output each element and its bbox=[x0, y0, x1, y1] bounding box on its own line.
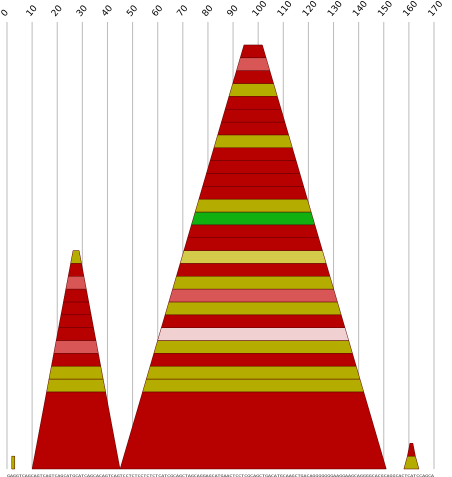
peak-2-band-7 bbox=[58, 314, 94, 328]
peak-3-band-23 bbox=[221, 108, 286, 123]
peak-3-band-18 bbox=[202, 173, 304, 187]
x-axis-tick-labels: 0 10 20 30 40 50 60 70 80 90 100 110 120 130 140 150 160… bbox=[0, 0, 446, 19]
peak-3-band-9 bbox=[168, 288, 338, 303]
peak-4 bbox=[403, 443, 420, 470]
peak-2-band-10 bbox=[65, 276, 87, 290]
peak-3-band-17 bbox=[198, 186, 308, 200]
peak-3-band-11 bbox=[176, 263, 331, 277]
peak-3 bbox=[119, 44, 387, 470]
peak-2-band-1 bbox=[31, 391, 121, 470]
peak-1-band-1 bbox=[11, 455, 16, 470]
peak-3-band-20 bbox=[209, 147, 297, 161]
peak-3-band-8 bbox=[164, 301, 342, 316]
peak-2-band-4 bbox=[51, 353, 102, 367]
tick-label-160: 160 bbox=[402, 0, 421, 19]
tick-label-0: 0 bbox=[0, 8, 11, 19]
peaks bbox=[11, 44, 420, 470]
peak-3-band-16 bbox=[194, 198, 312, 213]
peak-4-band-2 bbox=[407, 443, 416, 457]
peak-3-band-14 bbox=[187, 224, 320, 238]
peak-4-band-1 bbox=[403, 455, 420, 470]
peak-3-band-4 bbox=[149, 353, 357, 367]
tick-label-150: 150 bbox=[376, 0, 395, 19]
peak-3-band-22 bbox=[217, 121, 289, 136]
peak-3-band-3 bbox=[145, 365, 361, 380]
peak-3-band-10 bbox=[172, 276, 335, 290]
tick-label-140: 140 bbox=[351, 0, 370, 19]
tick-label-170: 170 bbox=[427, 0, 446, 19]
peak-2-band-2 bbox=[46, 378, 106, 393]
peak-3-band-28 bbox=[239, 44, 267, 59]
peak-2-band-3 bbox=[48, 365, 104, 380]
tick-label-20: 20 bbox=[50, 4, 65, 19]
peak-2-band-11 bbox=[67, 263, 85, 277]
peak-3-band-6 bbox=[157, 327, 350, 341]
peak-3-band-1 bbox=[119, 391, 387, 470]
tick-label-80: 80 bbox=[201, 4, 216, 19]
peak-3-band-24 bbox=[224, 96, 282, 110]
peak-3-band-19 bbox=[206, 160, 301, 174]
peak-3-band-12 bbox=[179, 250, 327, 264]
tick-label-120: 120 bbox=[301, 0, 320, 19]
tick-label-90: 90 bbox=[226, 4, 241, 19]
peak-3-band-26 bbox=[232, 70, 274, 84]
peak-3-band-15 bbox=[191, 211, 316, 226]
peak-3-band-5 bbox=[153, 340, 353, 354]
peak-3-band-21 bbox=[213, 134, 293, 148]
peak-3-band-13 bbox=[183, 237, 323, 251]
peak-2-band-12 bbox=[70, 250, 82, 264]
peak-2-band-6 bbox=[55, 327, 97, 341]
peak-3-band-25 bbox=[228, 83, 278, 97]
peak-2-band-9 bbox=[63, 288, 90, 303]
tick-label-100: 100 bbox=[251, 0, 270, 19]
peak-2-band-8 bbox=[60, 301, 92, 316]
peak-2 bbox=[31, 250, 121, 470]
peak-3-band-7 bbox=[161, 314, 346, 328]
peak-3-band-2 bbox=[142, 378, 365, 393]
peak-1 bbox=[11, 455, 16, 470]
tick-label-30: 30 bbox=[75, 4, 90, 19]
tick-label-110: 110 bbox=[276, 0, 295, 19]
tick-label-60: 60 bbox=[150, 4, 165, 19]
peak-2-band-5 bbox=[53, 340, 99, 354]
tick-label-40: 40 bbox=[100, 4, 115, 19]
tick-label-50: 50 bbox=[125, 4, 140, 19]
tick-label-70: 70 bbox=[175, 4, 190, 19]
sequence-label: GAGGTCAGCAGTCAGTCAGCATGCATCAGCACAGTCAGTC… bbox=[7, 474, 434, 477]
peak-3-band-27 bbox=[236, 57, 271, 71]
sequence-text: GAGGTCAGCAGTCAGTCAGCATGCATCAGCACAGTCAGTC… bbox=[7, 474, 434, 477]
tick-label-130: 130 bbox=[326, 0, 345, 19]
tick-label-10: 10 bbox=[25, 4, 40, 19]
